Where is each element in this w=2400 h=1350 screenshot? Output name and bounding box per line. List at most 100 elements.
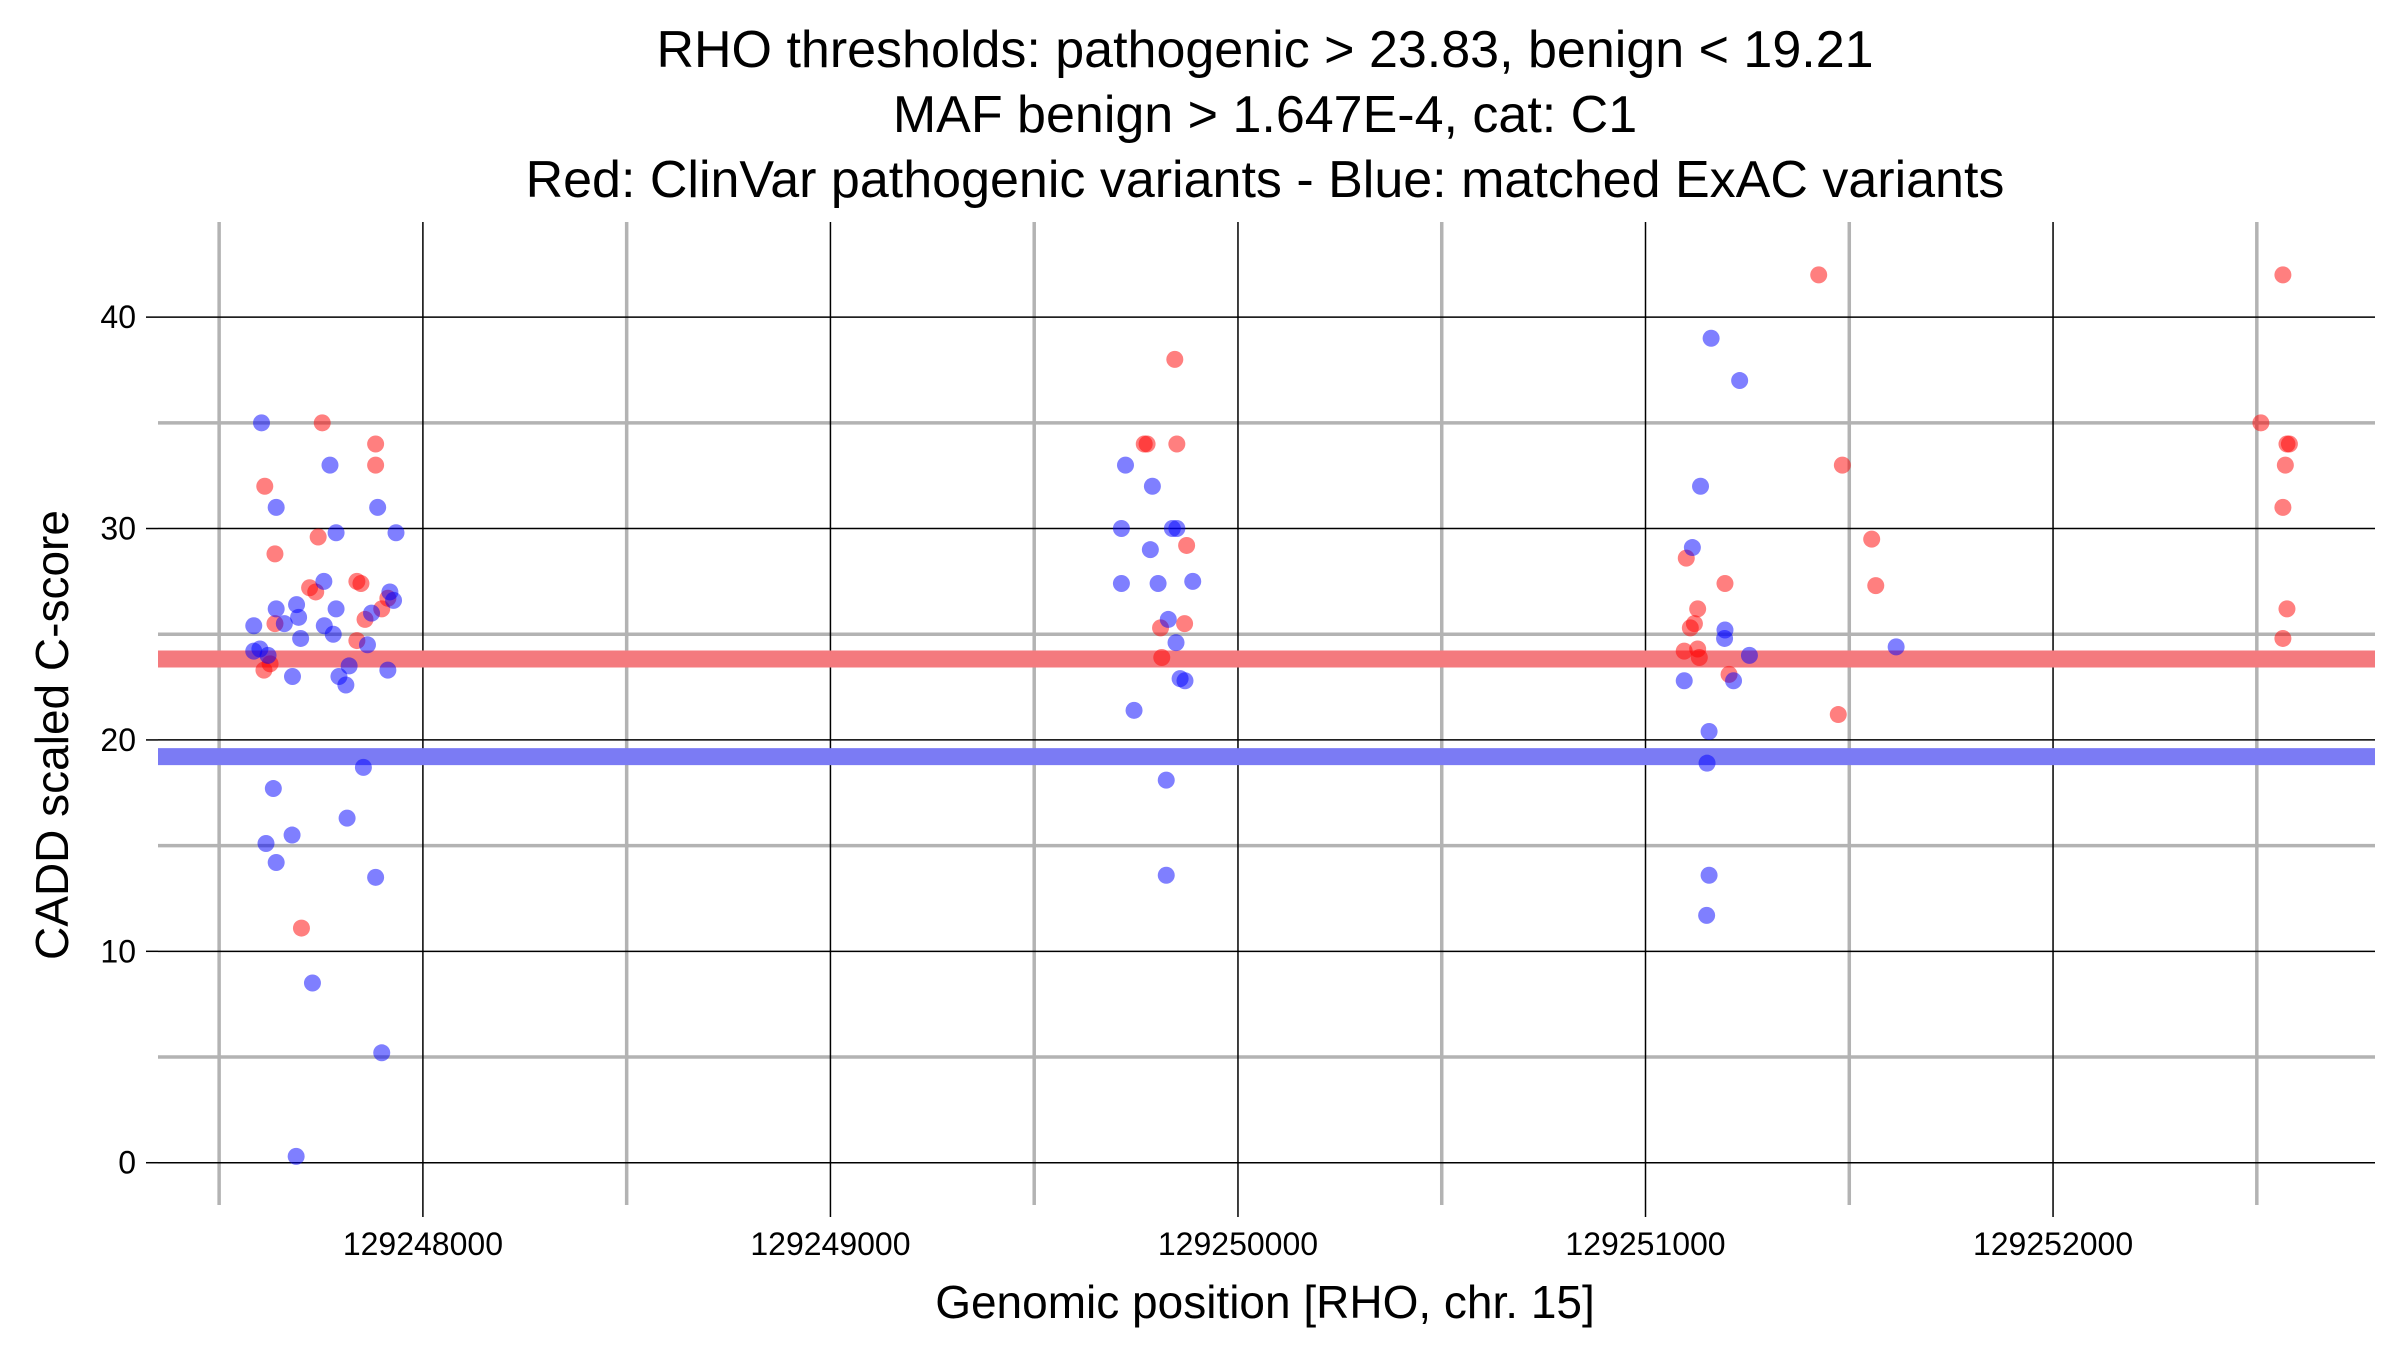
benign-point <box>358 636 376 654</box>
benign-point <box>1700 866 1718 884</box>
benign-point <box>1125 701 1143 719</box>
benign-point <box>1116 456 1134 474</box>
pathogenic-point <box>352 574 370 592</box>
benign-point <box>292 629 310 647</box>
benign-point <box>363 604 381 622</box>
axes: 0 10 20 30 40 129248000 129249000 129250000 1292… <box>100 299 2133 1262</box>
benign-point <box>1157 771 1175 789</box>
benign-point <box>327 600 345 618</box>
pathogenic-point <box>255 661 273 679</box>
pathogenic-point <box>313 414 331 432</box>
y-axis-title: CADD scaled C-score <box>26 510 78 960</box>
chart-title-line-3: Red: ClinVar pathogenic variants - Blue:… <box>526 151 2005 209</box>
benign-point <box>283 668 301 686</box>
y-tick-label: 40 <box>100 299 136 335</box>
benign-point <box>340 657 358 675</box>
pathogenic-point <box>367 435 385 453</box>
pathogenic-point <box>1716 574 1734 592</box>
pathogenic-point <box>1168 435 1186 453</box>
x-tick-label: 129250000 <box>1158 1226 1318 1262</box>
benign-point <box>267 854 285 872</box>
benign-point <box>1167 634 1185 652</box>
benign-point <box>338 809 356 827</box>
pathogenic-point <box>1138 435 1156 453</box>
pathogenic-point <box>309 528 327 546</box>
pathogenic-point <box>256 477 274 495</box>
benign-point <box>324 625 342 643</box>
benign-point <box>354 758 372 776</box>
x-tick-label: 129251000 <box>1565 1226 1725 1262</box>
benign-point <box>315 572 333 590</box>
benign-point <box>1157 866 1175 884</box>
benign-point <box>283 826 301 844</box>
x-tick-label: 129249000 <box>750 1226 910 1262</box>
pathogenic-point <box>1810 266 1828 284</box>
benign-point <box>290 608 308 626</box>
benign-point <box>373 1044 391 1062</box>
y-tick-label: 20 <box>100 722 136 758</box>
threshold-lines <box>158 650 2375 766</box>
benign-point <box>1698 906 1716 924</box>
benign-point <box>1716 629 1734 647</box>
y-tick-label: 30 <box>100 511 136 547</box>
benign-point <box>1725 672 1743 690</box>
benign-point <box>275 615 293 633</box>
pathogenic-point <box>1176 615 1194 633</box>
benign-point <box>267 498 285 516</box>
benign-point <box>1700 722 1718 740</box>
benign-point <box>1731 372 1749 390</box>
benign-point <box>1184 572 1202 590</box>
chart-title: RHO thresholds: pathogenic > 23.83, beni… <box>526 21 2005 209</box>
pathogenic-point <box>1690 648 1708 666</box>
benign-point <box>1692 477 1710 495</box>
x-axis-title: Genomic position [RHO, chr. 15] <box>935 1276 1595 1328</box>
benign-point <box>1112 574 1130 592</box>
benign-point <box>288 596 306 614</box>
pathogenic-point <box>2280 435 2298 453</box>
pathogenic-point <box>1166 350 1184 368</box>
benign-point <box>264 780 282 798</box>
benign-point <box>1675 672 1693 690</box>
pathogenic-point <box>1675 642 1693 660</box>
pathogenic-point <box>1685 615 1703 633</box>
pathogenic-point <box>1689 600 1707 618</box>
benign-point <box>1168 520 1186 538</box>
benign-point <box>267 600 285 618</box>
benign-point <box>387 524 405 542</box>
chart-title-line-1: RHO thresholds: pathogenic > 23.83, beni… <box>656 21 1873 79</box>
benign-point <box>1143 477 1161 495</box>
pathogenic-point <box>2276 456 2294 474</box>
pathogenic-point <box>1863 530 1881 548</box>
pathogenic-point <box>1867 577 1885 595</box>
y-tick-label: 0 <box>118 1145 136 1181</box>
benign-point <box>1159 610 1177 628</box>
benign-point <box>367 868 385 886</box>
pathogenic-point <box>1829 706 1847 724</box>
pathogenic-point <box>2274 629 2292 647</box>
benign-point <box>1112 520 1130 538</box>
benign-point <box>337 676 355 694</box>
benign-point <box>327 524 345 542</box>
pathogenic-point <box>2252 414 2270 432</box>
benign-point <box>1141 541 1159 559</box>
benign-point <box>385 591 403 609</box>
y-tick-label: 10 <box>100 933 136 969</box>
benign-point <box>287 1147 305 1165</box>
x-tick-label: 129252000 <box>1973 1226 2133 1262</box>
benign-point <box>245 617 263 635</box>
pathogenic-point <box>1833 456 1851 474</box>
benign-point <box>303 974 321 992</box>
data-points <box>245 266 2298 1165</box>
benign-point <box>369 498 387 516</box>
benign-point <box>1176 672 1194 690</box>
benign-point <box>1683 539 1701 557</box>
benign-point <box>1740 646 1758 664</box>
benign-point <box>1887 638 1905 656</box>
benign-point <box>1698 754 1716 772</box>
pathogenic-point <box>2274 498 2292 516</box>
benign-point <box>1149 574 1167 592</box>
benign-point <box>321 456 339 474</box>
benign-point <box>257 835 275 853</box>
benign-point <box>259 646 277 664</box>
